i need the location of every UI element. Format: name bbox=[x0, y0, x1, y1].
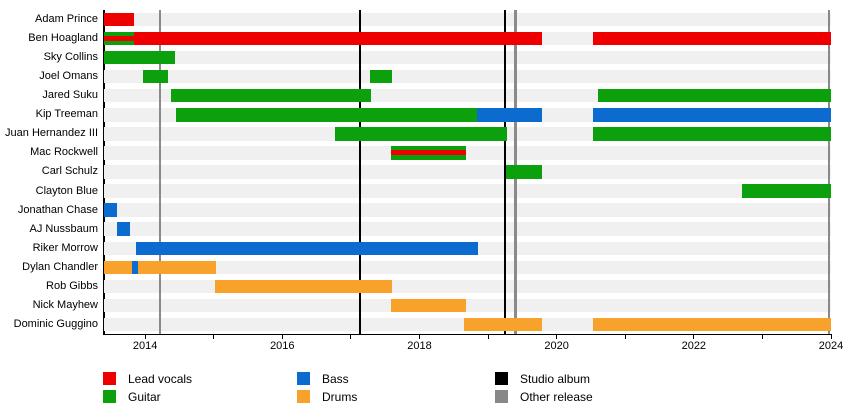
member-name-label: Ben Hoagland bbox=[28, 32, 98, 45]
legend-swatch bbox=[495, 372, 508, 385]
legend-swatch bbox=[297, 372, 310, 385]
legend-label: Drums bbox=[322, 390, 358, 404]
plot-area bbox=[104, 10, 831, 334]
x-axis-tick bbox=[761, 335, 763, 339]
x-axis-tick bbox=[556, 335, 558, 339]
legend-swatch bbox=[495, 390, 508, 403]
legend: Lead vocals Guitar Bass Drums Studio album Ot… bbox=[0, 366, 850, 416]
x-axis-year-label: 2014 bbox=[132, 340, 158, 352]
x-axis-tick bbox=[213, 335, 215, 339]
bar-guitar bbox=[370, 70, 393, 84]
x-axis-tick bbox=[487, 335, 489, 339]
bar-lead-vocals bbox=[593, 31, 831, 46]
bar-bass bbox=[117, 222, 131, 236]
bar-guitar bbox=[171, 89, 372, 103]
bar-guitar bbox=[741, 184, 831, 198]
bar-drums bbox=[138, 260, 217, 274]
bar-drums bbox=[464, 317, 543, 332]
bar-lead-vocals bbox=[104, 12, 135, 27]
member-row-track bbox=[104, 203, 831, 217]
x-axis-tick bbox=[693, 335, 695, 339]
bar-stripe-lead-vocals bbox=[390, 150, 467, 156]
member-name-label: Riker Morrow bbox=[32, 241, 98, 254]
bar-guitar bbox=[390, 146, 467, 160]
x-axis-tick bbox=[830, 335, 832, 339]
bar-drums bbox=[593, 317, 831, 332]
x-axis-line bbox=[103, 334, 832, 335]
legend-label: Lead vocals bbox=[128, 372, 193, 386]
x-axis-tick bbox=[624, 335, 626, 339]
x-axis-year-label: 2020 bbox=[544, 340, 569, 352]
member-name-label: Kip Treeman bbox=[35, 108, 98, 121]
bar-guitar bbox=[104, 31, 135, 46]
member-name-label: Clayton Blue bbox=[35, 184, 98, 197]
x-axis-tick bbox=[418, 335, 420, 339]
member-name-column: Adam Prince Ben Hoagland Sky Collins Joel O… bbox=[0, 10, 98, 334]
member-name-label: Jared Suku bbox=[42, 89, 98, 102]
member-row-track bbox=[104, 222, 831, 236]
bar-bass bbox=[593, 108, 831, 122]
legend-swatch bbox=[297, 390, 310, 403]
member-row-track bbox=[104, 184, 831, 198]
legend-label: Studio album bbox=[520, 372, 591, 386]
bar-guitar bbox=[335, 127, 508, 141]
other-release-line bbox=[158, 10, 162, 334]
member-row-track bbox=[104, 146, 831, 160]
member-name-label: Adam Prince bbox=[35, 13, 98, 25]
bar-guitar bbox=[143, 70, 168, 84]
member-name-label: Dylan Chandler bbox=[22, 260, 98, 273]
studio-album-line bbox=[358, 10, 362, 334]
bar-drums bbox=[215, 279, 393, 294]
x-axis-year-label: 2016 bbox=[270, 340, 295, 352]
bar-guitar bbox=[104, 50, 176, 65]
x-axis-year-label: 2018 bbox=[407, 340, 432, 352]
member-row-track bbox=[104, 260, 831, 274]
x-axis-year-label: 2024 bbox=[818, 340, 844, 352]
member-name-label: Sky Collins bbox=[43, 51, 98, 64]
member-row-track bbox=[104, 279, 831, 294]
member-name-label: Carl Schulz bbox=[41, 165, 98, 178]
legend-label: Other release bbox=[520, 390, 593, 404]
studio-album-line bbox=[503, 10, 507, 334]
member-name-label: AJ Nussbaum bbox=[29, 222, 98, 235]
bar-drums bbox=[104, 260, 133, 274]
member-row-track bbox=[104, 12, 831, 27]
member-name-label: Rob Gibbs bbox=[46, 279, 98, 292]
x-axis-year-label: 2022 bbox=[681, 340, 707, 352]
legend-swatch bbox=[103, 372, 116, 385]
member-name-label: Joel Omans bbox=[39, 70, 98, 83]
bar-guitar bbox=[597, 89, 831, 103]
member-name-label: Dominic Guggino bbox=[13, 317, 98, 330]
x-axis-tick bbox=[281, 335, 283, 339]
x-axis-tick bbox=[144, 335, 146, 339]
bar-bass bbox=[104, 203, 118, 217]
member-row-track bbox=[104, 50, 831, 65]
bar-drums bbox=[390, 298, 467, 313]
bar-stripe-lead-vocals bbox=[104, 36, 135, 42]
member-name-label: Jonathan Chase bbox=[17, 203, 98, 216]
other-release-line bbox=[827, 10, 831, 334]
bar-guitar bbox=[505, 165, 543, 179]
legend-label: Bass bbox=[322, 372, 349, 386]
bar-bass bbox=[477, 108, 543, 122]
member-row-track bbox=[104, 298, 831, 313]
bar-lead-vocals bbox=[134, 31, 543, 46]
member-row-track bbox=[104, 165, 831, 179]
bar-guitar bbox=[176, 108, 478, 122]
bar-guitar bbox=[593, 127, 831, 141]
member-name-label: Juan Hernandez III bbox=[5, 127, 98, 140]
x-axis-tick bbox=[350, 335, 352, 339]
member-row-track bbox=[104, 70, 831, 84]
member-name-label: Mac Rockwell bbox=[30, 146, 98, 159]
legend-label: Guitar bbox=[128, 390, 161, 404]
legend-swatch bbox=[103, 390, 116, 403]
member-name-label: Nick Mayhew bbox=[32, 298, 98, 311]
bar-bass bbox=[136, 241, 478, 255]
bar-bass bbox=[132, 260, 139, 274]
